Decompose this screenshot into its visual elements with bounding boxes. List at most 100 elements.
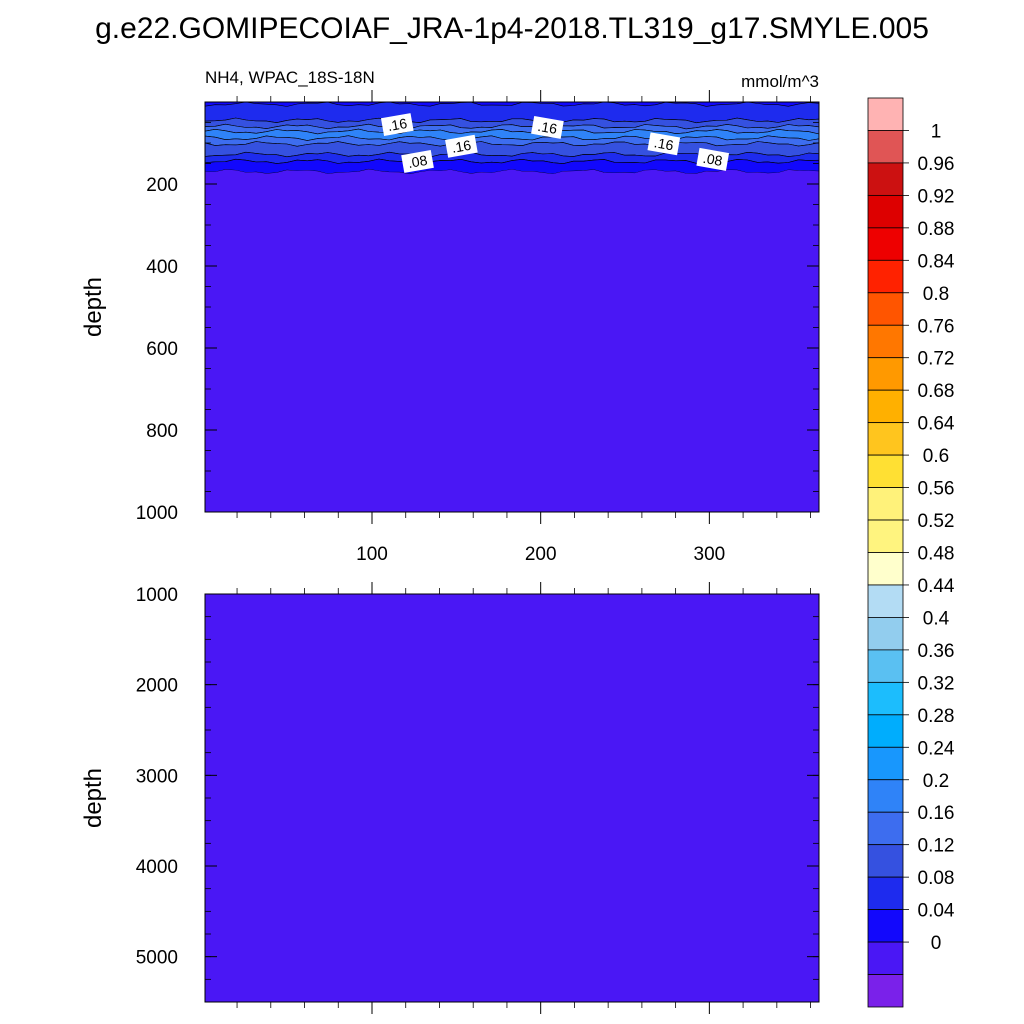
colorbar-label: 0.32	[918, 673, 955, 694]
colorbar-swatch	[867, 552, 904, 586]
upper-y-axis-label: depth	[80, 277, 107, 337]
colorbar-label: 0.12	[918, 836, 955, 857]
colorbar-label: 1	[931, 121, 942, 142]
colorbar-swatch	[867, 909, 904, 943]
contour-label: .16	[647, 132, 681, 156]
x-tick-label: 100	[356, 544, 388, 565]
contour-label-text: .16	[450, 137, 472, 156]
colorbar-swatch	[867, 779, 904, 813]
y-tick-label: 4000	[136, 857, 178, 878]
colorbar-swatch	[867, 97, 904, 131]
colorbar-swatch	[867, 519, 904, 553]
colorbar-label: 0.84	[918, 251, 955, 272]
contour-label-text: .08	[407, 152, 429, 171]
upper-contour-labels: .16 .16 .16 .16 .08 .08	[380, 113, 730, 173]
colorbar-swatch	[867, 292, 904, 326]
colorbar-swatch	[867, 324, 904, 359]
lower-panel: 1000 2000 3000 4000 5000 depth	[80, 582, 820, 1014]
upper-subtitle-left: NH4, WPAC_18S-18N	[205, 68, 375, 87]
colorbar-swatch	[867, 454, 904, 488]
colorbar-label: 0.24	[918, 738, 955, 759]
colorbar-swatch	[867, 746, 904, 781]
contour-label-text: .16	[536, 118, 558, 137]
contour-label-box	[445, 134, 478, 158]
colorbar-swatch	[867, 714, 904, 748]
contour-label-box	[401, 149, 434, 173]
colorbar-label: 0.96	[918, 154, 955, 175]
colorbar-label: 0.16	[918, 803, 955, 824]
y-tick-label: 800	[146, 421, 178, 442]
colorbar-swatch	[867, 811, 904, 846]
colorbar-label: 0.88	[918, 219, 955, 240]
contour-label: .16	[380, 113, 414, 137]
colorbar-swatch	[867, 941, 904, 975]
upper-plot-area	[204, 101, 820, 512]
colorbar-label: 0.72	[918, 349, 955, 370]
lower-y-axis-label: depth	[80, 768, 107, 828]
y-tick-label: 600	[146, 339, 178, 360]
colorbar-swatch	[867, 227, 904, 261]
colorbar-swatch	[867, 649, 904, 683]
colorbar-label: 0.52	[918, 511, 955, 532]
colorbar-swatch	[867, 584, 904, 618]
contour-label: .16	[445, 134, 478, 158]
y-tick-label: 5000	[136, 948, 178, 969]
colorbar-swatch	[867, 974, 904, 1008]
colorbar-swatch	[867, 617, 904, 651]
upper-panel: NH4, WPAC_18S-18N mmol/m^3 .16 .16 .16 .16.…	[80, 68, 820, 565]
colorbar-swatch	[867, 389, 904, 424]
lower-axes: 1000 2000 3000 4000 5000	[136, 582, 819, 1014]
contour-label: .08	[696, 147, 730, 171]
y-tick-label: 200	[146, 175, 178, 196]
colorbar-swatch	[867, 194, 904, 229]
colorbar-label: 0.2	[923, 771, 949, 792]
y-tick-label: 3000	[136, 766, 178, 787]
contour-label-box	[647, 132, 681, 156]
colorbar-label: 0.36	[918, 641, 955, 662]
colorbar-label: 0.8	[923, 284, 949, 305]
contour-label: .16	[531, 115, 564, 139]
y-tick-label: 1000	[136, 585, 178, 606]
contour-label-box	[531, 115, 564, 139]
figure-title: g.e22.GOMIPECOIAF_JRA-1p4-2018.TL319_g17…	[95, 12, 929, 45]
contour-label-box	[696, 147, 730, 171]
colorbar-swatch	[867, 162, 904, 196]
x-tick-label: 200	[525, 544, 557, 565]
colorbar-label: 0.04	[918, 901, 955, 922]
colorbar: 1 0.96 0.92 0.88 0.84 0.8 0.76 0.72 0.68 0.64 0.6 0…	[867, 97, 955, 1008]
contour-label-box	[380, 113, 414, 137]
colorbar-label: 0.68	[918, 381, 955, 402]
colorbar-swatch	[867, 259, 904, 294]
contour-label: .08	[401, 149, 434, 173]
contour-label-text: .16	[386, 115, 408, 134]
contour-label-text: .08	[702, 150, 724, 169]
colorbar-label: 0.92	[918, 186, 955, 207]
colorbar-label: 0.28	[918, 706, 955, 727]
colorbar-label: 0.64	[918, 414, 955, 435]
colorbar-swatch	[867, 357, 904, 391]
colorbar-label: 0	[931, 933, 942, 954]
colorbar-label: 0.56	[918, 479, 955, 500]
lower-layer-band	[205, 594, 819, 1002]
colorbar-label: 0.6	[923, 446, 949, 467]
colorbar-swatch	[867, 487, 904, 521]
y-tick-label: 400	[146, 257, 178, 278]
upper-layer-band	[205, 102, 819, 107]
colorbar-label: 0.4	[923, 608, 950, 629]
upper-subtitle-right: mmol/m^3	[741, 72, 819, 91]
colorbar-swatch	[867, 844, 904, 878]
colorbar-label: 0.44	[918, 576, 955, 597]
colorbar-label: 0.08	[918, 868, 955, 889]
contour-label-text: .16	[653, 134, 675, 153]
upper-axes: 200 400 600 800 1000 100 200 300	[136, 90, 819, 565]
colorbar-swatch	[867, 681, 904, 716]
colorbar-label: 0.48	[918, 544, 955, 565]
y-tick-label: 2000	[136, 676, 178, 697]
y-tick-label: 1000	[136, 503, 178, 524]
upper-layer-band	[205, 169, 819, 512]
lower-plot-area	[205, 594, 819, 1002]
colorbar-label: 0.76	[918, 316, 955, 337]
colorbar-swatch	[867, 876, 904, 911]
colorbar-swatch	[867, 422, 904, 456]
colorbar-swatch	[867, 130, 904, 164]
